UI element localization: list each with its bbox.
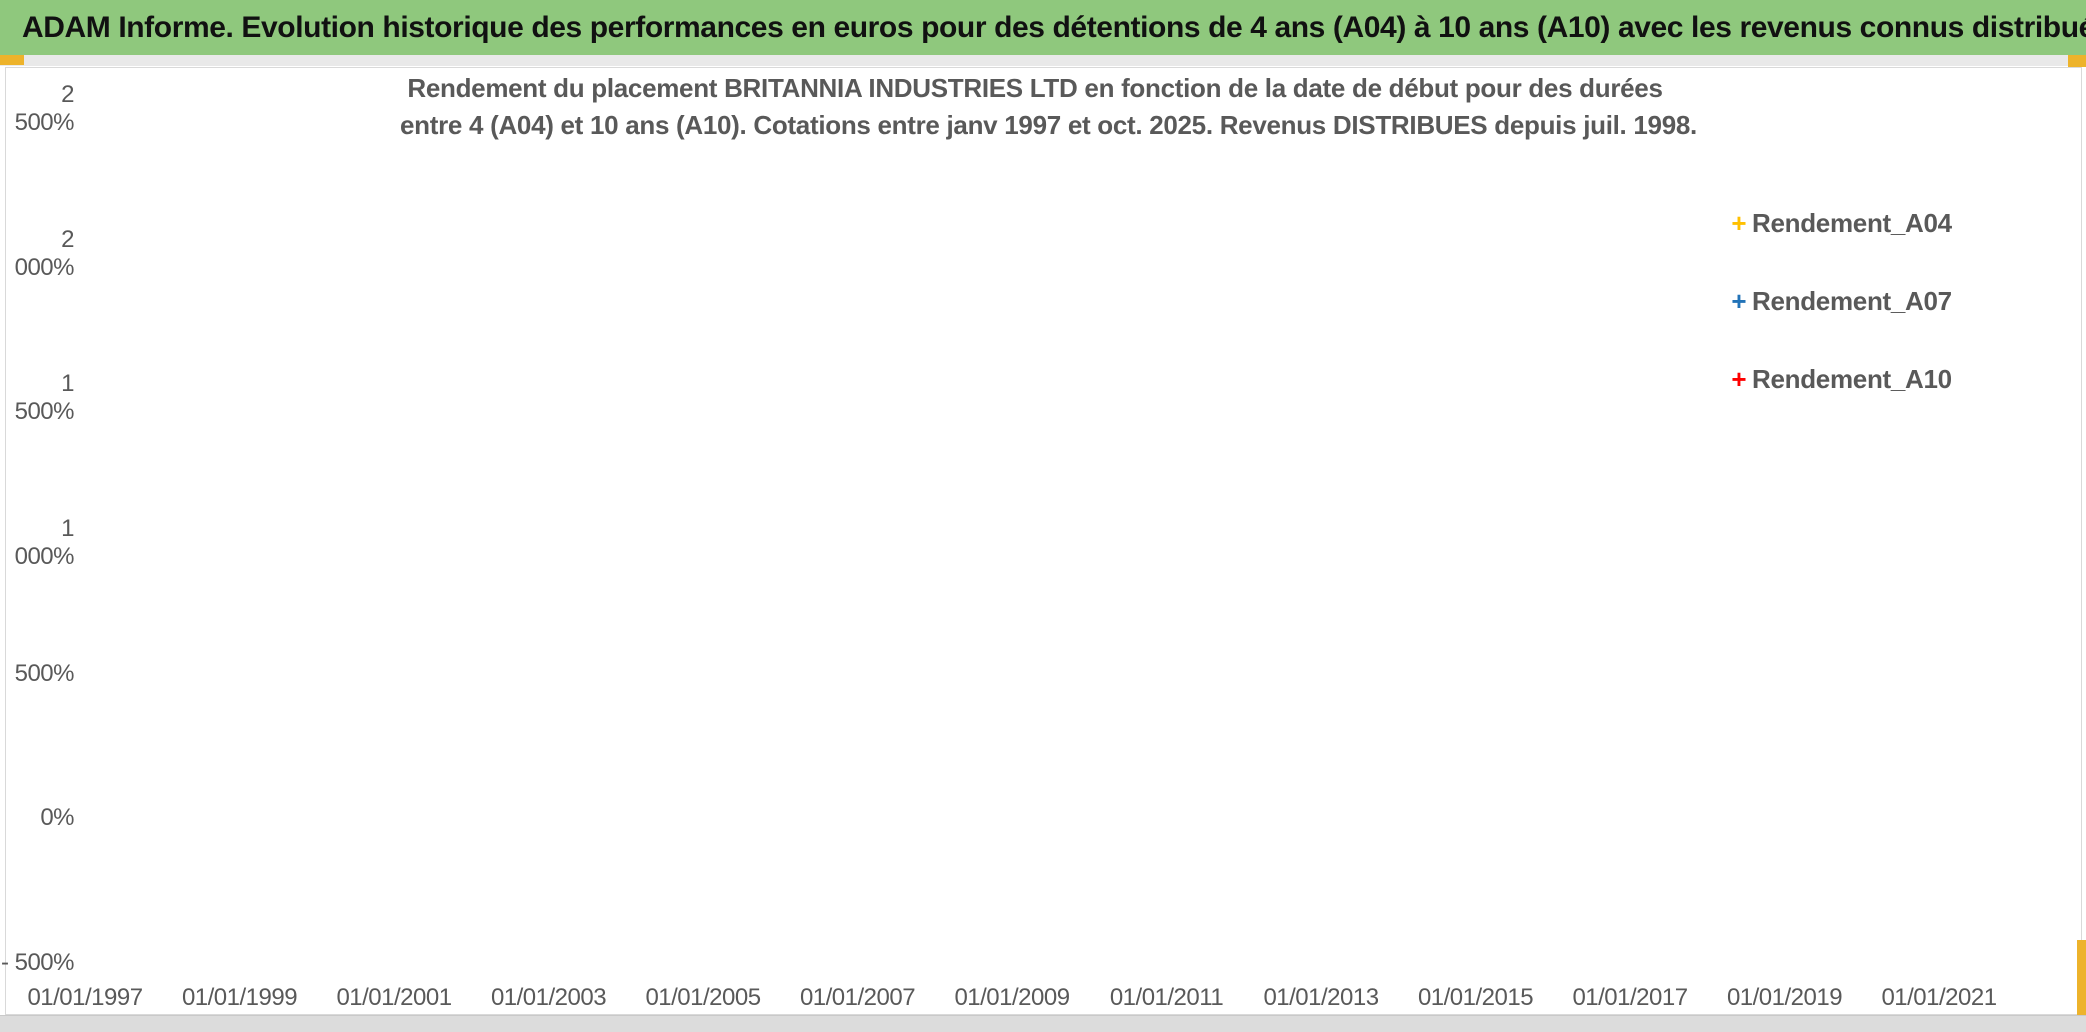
legend-label-a04: Rendement_A04 [1752,207,1952,238]
chart-title-line1: Rendement du placement BRITANNIA INDUSTR… [407,73,1663,103]
x-axis-tick: 01/01/2007 [799,984,916,1011]
y-axis-tick: 0% [40,804,74,832]
legend-item-a04[interactable]: + Rendement_A04 [1720,206,1958,240]
x-axis-tick: 01/01/2015 [1417,984,1534,1011]
x-axis-tick: 01/01/1997 [27,984,143,1011]
legend-item-a10[interactable]: + Rendement_A10 [1720,362,1958,396]
legend-label-a07: Rendement_A07 [1752,285,1952,316]
bottom-band [0,1015,2086,1032]
chart-title[interactable]: Rendement du placement BRITANNIA INDUSTR… [400,70,1697,144]
x-axis-tick: 01/01/2009 [954,984,1070,1011]
y-axis-tick: 2 000% [14,225,75,281]
y-axis-tick: 500% [14,659,75,687]
plus-marker-icon-a04: + [1731,207,1747,238]
x-axis-tick: 01/01/2005 [645,984,761,1011]
header-banner: ADAM Informe. Evolution historique des p… [0,0,2086,55]
yellow-cell-accent-right [2077,940,2086,1016]
x-axis-tick: 01/01/2019 [1726,984,1843,1011]
x-axis-tick: 01/01/1999 [181,984,298,1011]
legend-item-a07[interactable]: + Rendement_A07 [1720,284,1958,318]
x-axis-tick: 01/01/2011 [1109,984,1224,1011]
header-title: ADAM Informe. Evolution historique des p… [22,10,2086,44]
yellow-cell-accent-top-right [2068,55,2086,67]
x-axis-tick: 01/01/2021 [1881,984,1997,1011]
x-axis-tick: 01/01/2003 [490,984,607,1011]
y-axis-tick: - 500% [0,949,75,976]
y-axis-tick: 2 500% [14,81,75,136]
x-axis-tick: 01/01/2001 [336,984,452,1011]
y-axis-tick: 1 500% [14,370,75,426]
x-axis-tick: 01/01/2017 [1572,984,1688,1011]
plus-marker-icon-a10: + [1731,363,1747,394]
yellow-cell-accent-left [0,55,24,65]
plus-marker-icon-a07: + [1731,285,1747,316]
chart-title-line2: entre 4 (A04) et 10 ans (A10). Cotations… [400,110,1697,140]
legend-label-a10: Rendement_A10 [1752,363,1952,394]
x-axis-tick: 01/01/2013 [1263,984,1379,1011]
y-axis-tick: 1 000% [14,515,75,570]
worksheet-strip [0,55,2086,66]
